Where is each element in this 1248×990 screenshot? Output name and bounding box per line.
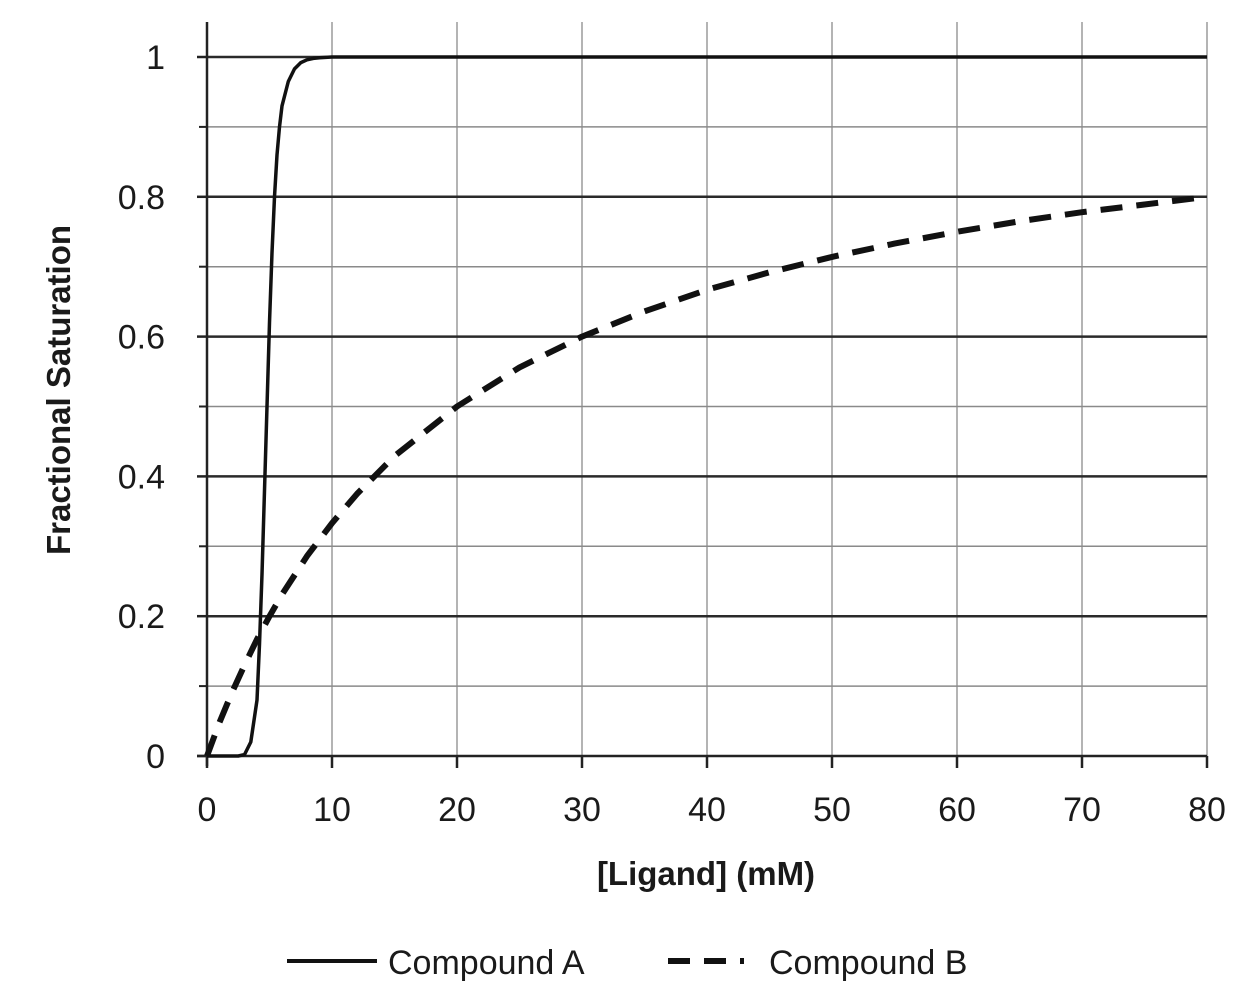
legend: Compound A Compound B: [287, 944, 967, 982]
x-tick-label: 0: [198, 791, 217, 829]
x-tick-label: 20: [438, 791, 476, 829]
gridlines: [207, 22, 1208, 756]
legend-item-compound-b: Compound B: [668, 944, 967, 982]
x-tick-label: 50: [813, 791, 851, 829]
x-tick-label: 30: [563, 791, 601, 829]
axes: [197, 22, 1209, 768]
y-axis-title: Fractional Saturation: [40, 225, 77, 555]
legend-item-compound-a: Compound A: [287, 944, 585, 982]
x-tick-label: 80: [1188, 791, 1226, 829]
x-axis-title: [Ligand] (mM): [597, 855, 815, 892]
legend-label-compound-a: Compound A: [388, 944, 585, 982]
tick-labels: 00.20.40.60.810 10 20 30 40 50 60 70 80: [118, 39, 1226, 829]
series-group: [204, 55, 1208, 758]
legend-label-compound-b: Compound B: [769, 944, 967, 982]
x-tick-label: 70: [1063, 791, 1101, 829]
x-tick-label: 40: [688, 791, 726, 829]
y-tick-label: 0.6: [118, 319, 165, 357]
y-tick-label: 0.8: [118, 179, 165, 217]
y-tick-label: 0.2: [118, 598, 165, 636]
y-tick-label: 0.4: [118, 458, 165, 496]
series-line-compound-b: [204, 193, 1208, 758]
series-line-compound-a: [207, 55, 1207, 758]
x-tick-label: 10: [313, 791, 351, 829]
x-tick-label: 60: [938, 791, 976, 829]
y-tick-label: 1: [146, 39, 165, 77]
y-tick-label: 0: [146, 738, 165, 776]
